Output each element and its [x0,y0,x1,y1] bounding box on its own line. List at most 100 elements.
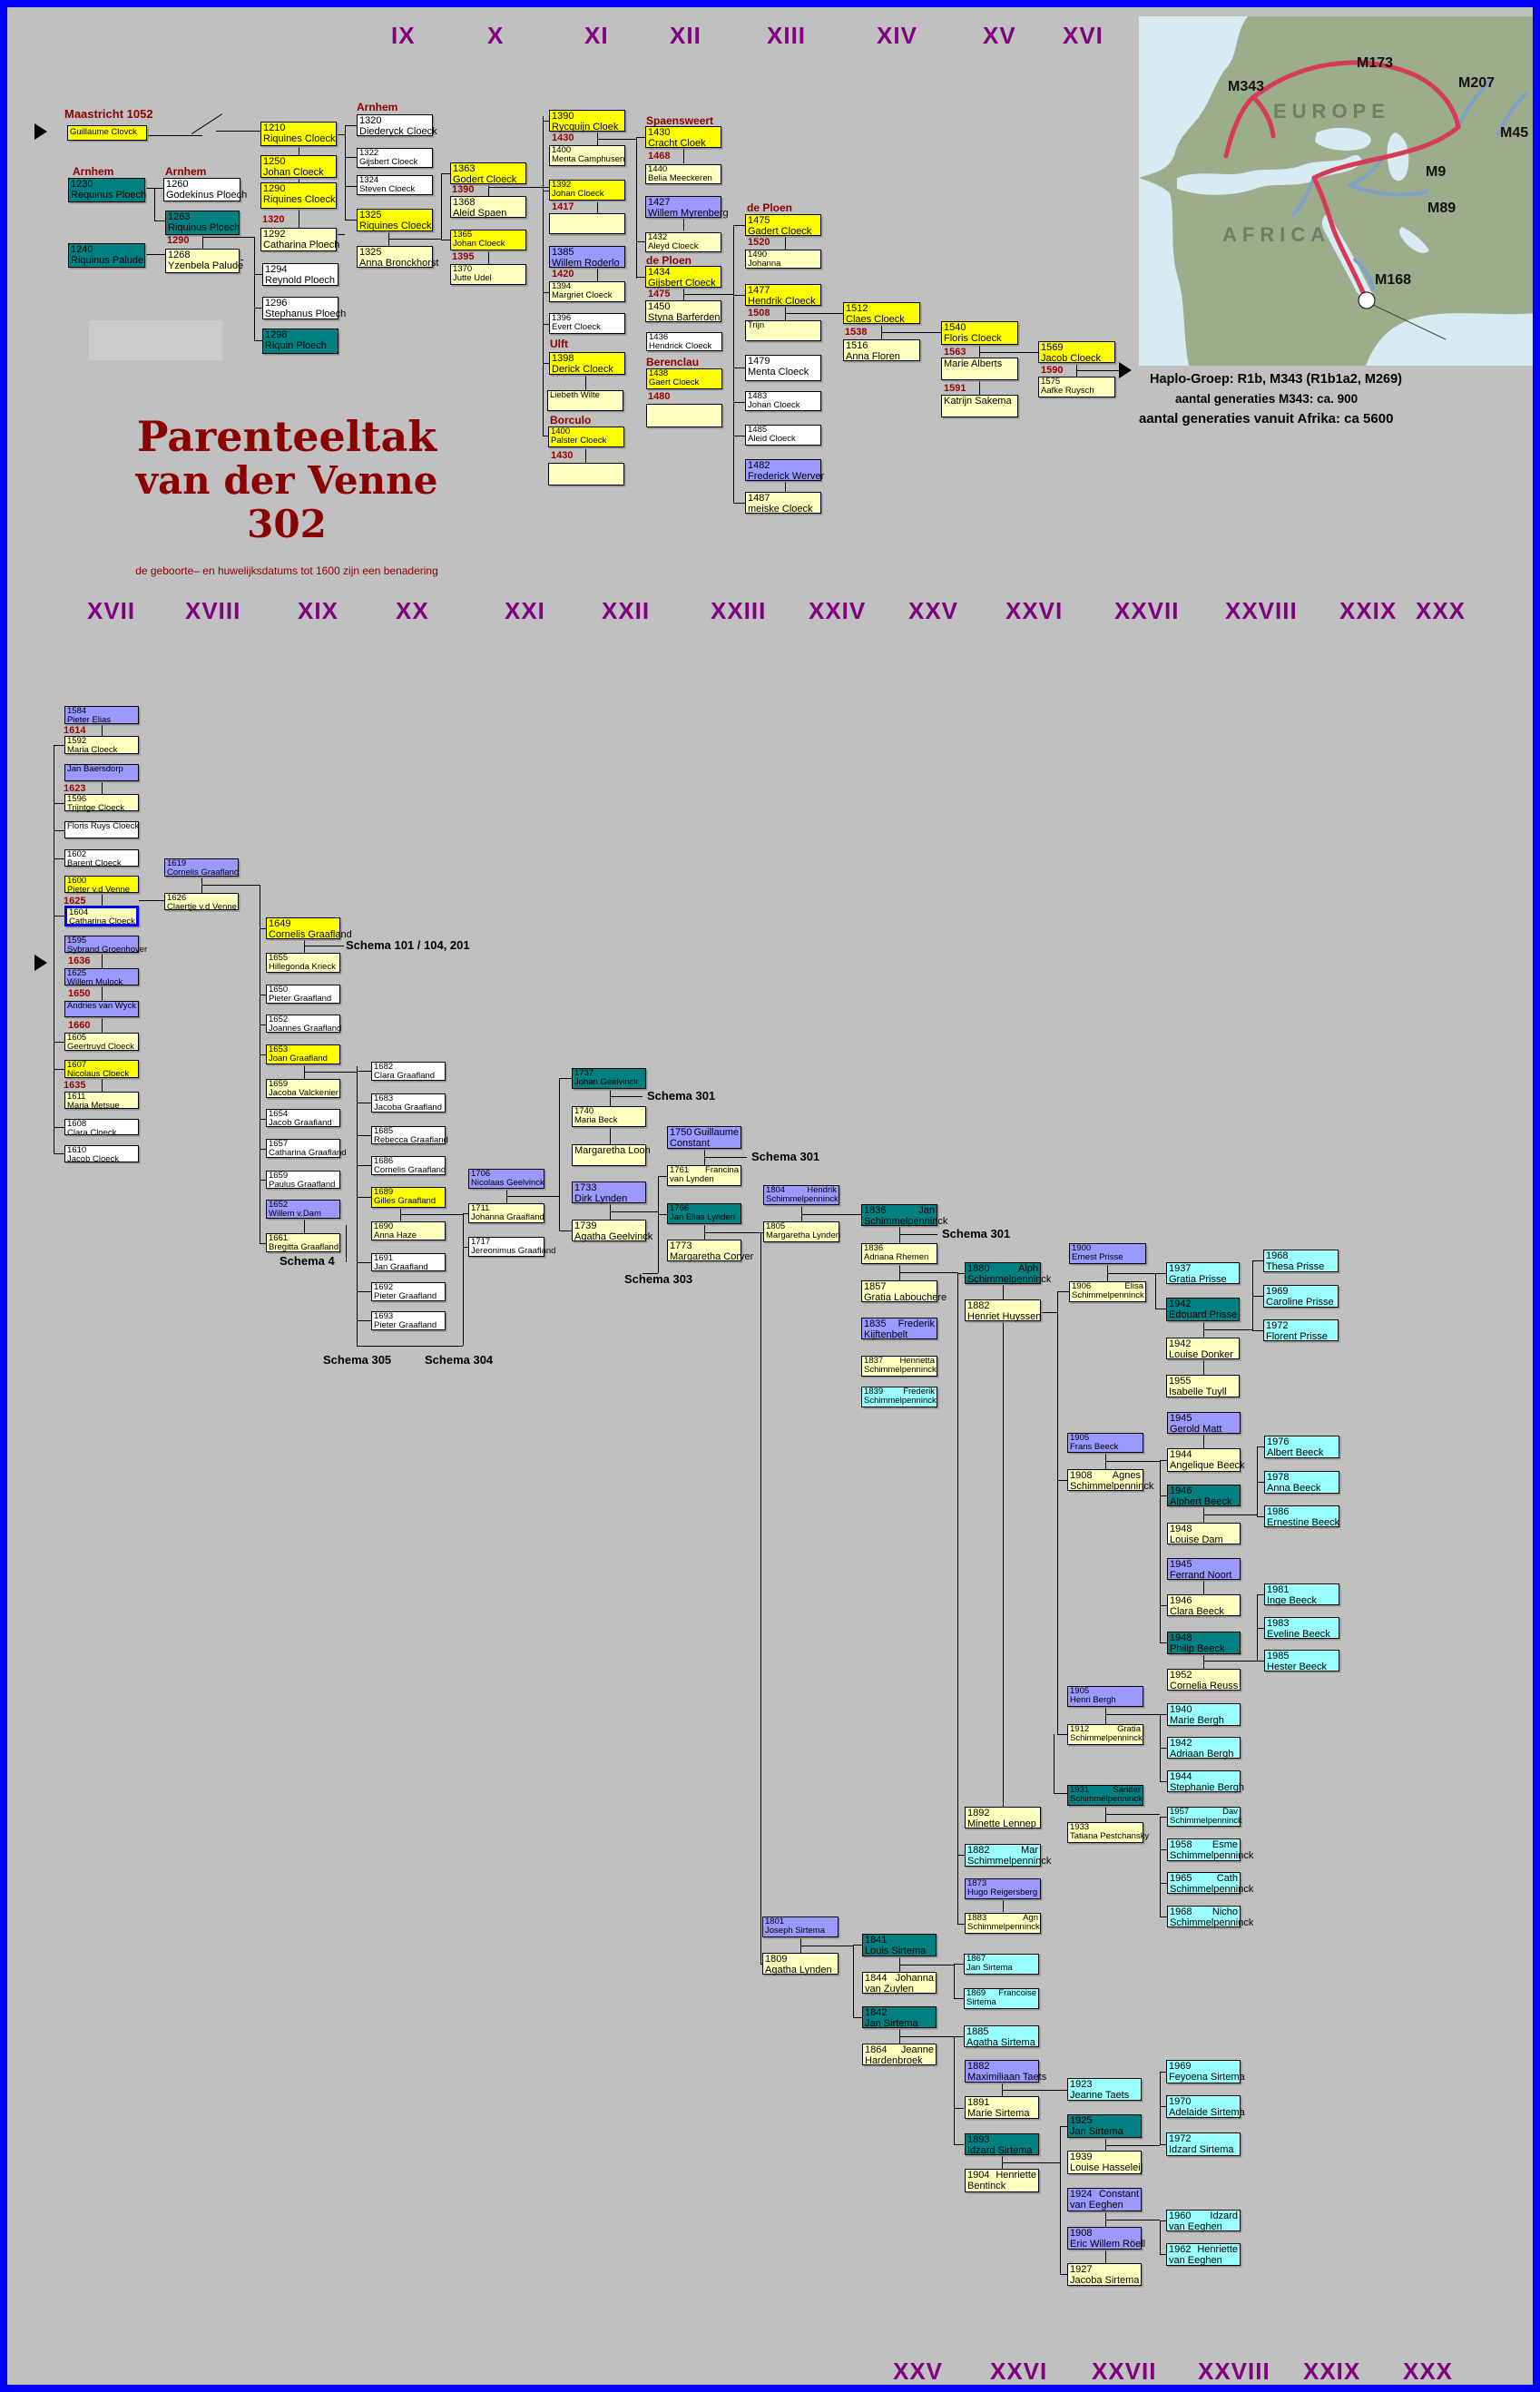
person-box[interactable]: 1945 Ferrand Noort [1167,1558,1241,1581]
person-box[interactable]: 1978 Anna Beeck [1264,1471,1339,1494]
person-box[interactable]: 1390 Rycquijn Cloek [549,110,625,132]
person-box[interactable]: 1475 Gadert Cloeck [745,214,821,237]
person-box[interactable]: 1933 Tatiana Pestchansky [1067,1822,1149,1843]
person-box[interactable]: 1986 Ernestine Beeck [1264,1505,1339,1528]
person-box[interactable]: 1985 Hester Beeck [1264,1650,1339,1672]
person-box[interactable]: Trijn [745,320,821,341]
person-box[interactable]: 1944 Stephanie Bergh [1167,1770,1244,1793]
person-box[interactable]: 1596 Trijntge Cloeck [64,794,139,813]
person-box[interactable]: 1931 Sander Schimmelpenninck [1067,1785,1143,1806]
person-box[interactable]: 1592 Maria Cloeck [64,736,139,755]
person-box[interactable]: 1880 Alph Schimmelpenninck [965,1262,1051,1285]
person-box[interactable]: 1659 Jacoba Valckenier [266,1079,340,1098]
person-box[interactable]: 1885 Agatha Sirtema [964,2025,1039,2048]
person-box[interactable]: 1908 Eric Willem Röell [1067,2227,1145,2250]
person-box[interactable]: 1260 Godekinus Ploech [163,178,247,201]
person-box[interactable]: 1972 Florent Prisse [1263,1319,1339,1342]
person-box[interactable]: 1569 Jacob Cloeck [1038,341,1115,364]
person-box[interactable]: 1650 Pieter Graafland [266,985,340,1004]
person-box[interactable]: Jan Baersdorp [64,764,139,781]
person-box[interactable]: 1575 Aafke Ruysch [1038,377,1115,397]
person-box[interactable]: 1400 Menta Camphusen [549,145,625,166]
person-box[interactable]: 1955 Isabelle Tuyll [1166,1375,1240,1397]
person-box[interactable]: 1398 Derick Cloeck [549,352,625,375]
person-box[interactable]: 1365 Johan Cloeck [450,230,526,250]
person-box[interactable]: 1981 Inge Beeck [1264,1583,1339,1606]
person-box[interactable]: 1925 Jan Sirtema [1067,2114,1142,2138]
person-box[interactable]: 1801 Joseph Sirtema [762,1917,839,1937]
person-box[interactable]: Guillaume Clovck [67,125,147,141]
person-box[interactable]: 1626 Claertje v.d Venne [164,893,239,912]
person-box[interactable]: 1908 Agnes Schimmelpenninck [1067,1469,1153,1492]
person-box[interactable]: 1836 Jan Schimmelpenninck [861,1204,947,1227]
person-box[interactable]: Marie Alberts [941,358,1018,380]
person-box[interactable]: 1324 Steven Cloeck [357,175,433,195]
person-box[interactable]: 1268 Yzenbela Palude [165,249,243,273]
person-box[interactable]: 1485 Aleid Cloeck [745,425,821,446]
person-box[interactable]: 1394 Margriet Cloeck [549,281,625,302]
person-box[interactable]: 1945 Gerold Matt [1167,1412,1241,1435]
person-box[interactable]: 1368 Aleid Spaen [450,196,526,219]
person-box[interactable] [548,463,624,485]
person-box[interactable]: 1610 Jacob Cloeck [64,1145,139,1164]
person-box[interactable]: 1600 Pieter v.d Venne [64,876,139,895]
person-box[interactable]: Margaretha Loon [572,1144,651,1166]
person-box[interactable]: 1605 Geertruyd Cloeck [64,1033,139,1052]
person-box[interactable]: 1882 Maximiliaan Taets [965,2060,1046,2083]
person-box[interactable]: 1857 Gratia Labouchere [861,1280,947,1303]
person-box[interactable]: 1983 Eveline Beeck [1264,1617,1339,1640]
person-box[interactable]: 1711 Johanna Graafland [468,1203,544,1223]
person-box[interactable]: 1432 Aleyd Cloeck [645,232,721,252]
person-box[interactable]: 1948 Philip Beeck [1167,1632,1241,1654]
person-box[interactable]: 1604 Catharina Cloeck [64,906,139,926]
person-box[interactable]: 1948 Louise Dam [1167,1523,1241,1545]
person-box[interactable]: 1842 Jan Sirtema [862,2006,937,2029]
person-box[interactable]: 1322 Gijsbert Cloeck [357,148,433,168]
person-box[interactable]: 1836 Adriana Rhemen [861,1243,937,1264]
person-box[interactable]: 1479 Menta Cloeck [745,355,821,381]
person-box[interactable]: 1450 Styna Barferden [645,300,721,323]
person-box[interactable]: 1773 Margaretha Corver [667,1240,753,1262]
person-box[interactable]: 1440 Belia Meeckeren [645,164,721,184]
person-box[interactable]: 1940 Marie Bergh [1167,1703,1241,1726]
person-box[interactable]: 1957 Dav Schimmelpenninck [1167,1807,1242,1827]
person-box[interactable]: 1761 Francina van Lynden [667,1165,741,1186]
person-box[interactable]: 1969 Feyoena Sirtema [1166,2060,1245,2083]
person-box[interactable]: 1891 Marie Sirtema [965,2096,1039,2119]
person-box[interactable]: 1689 Gilles Graafland [371,1187,446,1208]
person-box[interactable]: 1717 Jereonimus Graafland [468,1237,555,1257]
person-box[interactable]: 1438 Gaert Cloeck [646,368,722,389]
person-box[interactable]: 1649 Cornelis Graafland [266,917,352,940]
person-box[interactable]: 1946 Alphert Beeck [1167,1485,1241,1507]
person-box[interactable]: 1733 Dirk Lynden [572,1181,646,1204]
person-box[interactable]: 1654 Jacob Graafland [266,1109,340,1128]
person-box[interactable]: 1325 Riquines Cloeck [357,209,433,231]
person-box[interactable]: 1683 Jacoba Graafland [371,1093,446,1113]
person-box[interactable]: 1652 Joannes Graafland [266,1015,341,1034]
person-box[interactable]: 1611 Maria Metsue [64,1092,139,1111]
person-box[interactable]: 1893 Idzard Sirtema [965,2133,1039,2156]
person-box[interactable]: 1516 Anna Floren [843,339,920,362]
person-box[interactable]: 1942 Louise Donker [1166,1338,1240,1360]
person-box[interactable]: 1482 Frederick Werver [745,459,824,482]
person-box[interactable]: 1250 Johan Cloeck [260,155,337,178]
person-box[interactable]: 1952 Cornelia Reuss [1167,1669,1241,1691]
person-box[interactable]: 1292 Catharina Ploech [260,228,339,251]
person-box[interactable]: 1737 Johan Geelvinck [572,1068,646,1089]
person-box[interactable]: 1692 Pieter Graafland [371,1282,446,1301]
person-box[interactable]: 1370 Jutte Udel [450,264,526,285]
person-box[interactable]: 1882 Henriet Huyssen [965,1299,1041,1322]
person-box[interactable]: 1619 Cornelis Graafland [164,858,239,877]
person-box[interactable]: 1841 Louis Sirtema [862,1934,937,1956]
person-box[interactable]: 1924 Constant van Eeghen [1067,2188,1142,2211]
person-box[interactable]: 1809 Agatha Lynden [762,1953,839,1975]
person-box[interactable]: 1970 Adelaide Sirtema [1166,2095,1245,2118]
person-box[interactable]: 1659 Paulus Graafland [266,1171,340,1190]
person-box[interactable]: 1839 Frederik Schimmelpenninck [861,1387,937,1407]
person-box[interactable]: 1607 Nicolaus Cloeck [64,1060,139,1079]
person-box[interactable]: 1385 Willem Roderlo [549,246,625,269]
person-box[interactable]: 1230 Requinus Ploech [68,178,146,202]
person-box[interactable]: 1320 Diederyck Cloeck [357,114,437,137]
person-box[interactable]: 1392 Johan Cloeck [549,180,625,201]
person-box[interactable]: 1892 Minette Lennep [965,1807,1041,1829]
